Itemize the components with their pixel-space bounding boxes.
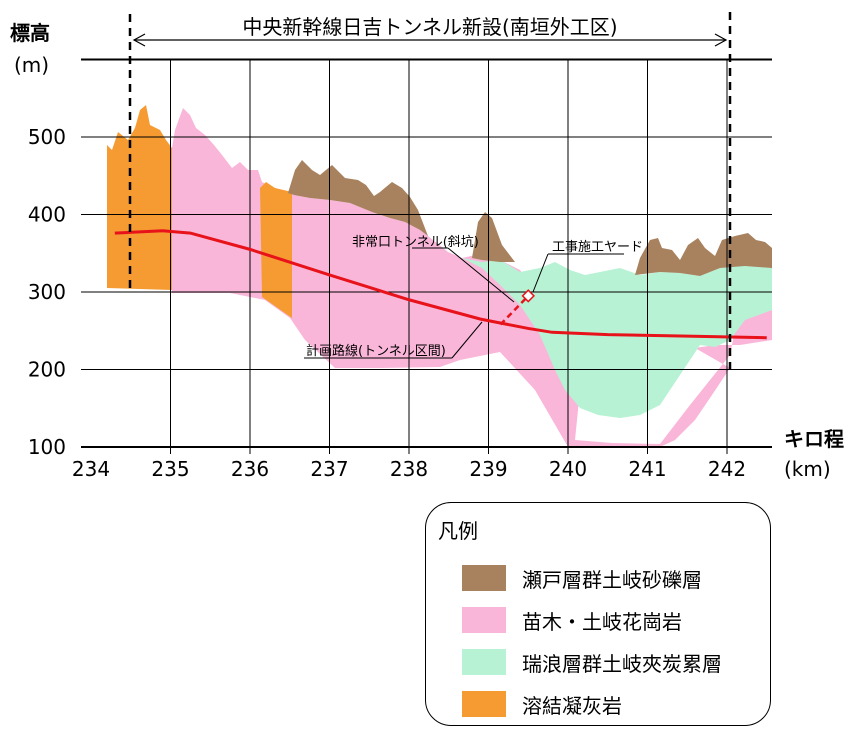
- construction-yard-marker: [521, 289, 535, 303]
- y-axis-unit: (m): [14, 53, 49, 77]
- x-tick-label: 237: [310, 457, 348, 481]
- legend-title: 凡例: [438, 519, 478, 543]
- y-tick-label: 100: [28, 435, 66, 459]
- y-tick-labels: 100 200 300 400 500: [28, 125, 66, 459]
- x-tick-label: 241: [628, 457, 666, 481]
- welded-tuff-block-east: [260, 182, 292, 318]
- route-layer: [114, 229, 767, 340]
- x-axis-label: キロ程: [784, 427, 844, 451]
- legend-swatch: [462, 691, 506, 717]
- y-axis-label: 標高: [10, 21, 50, 45]
- x-tick-label: 242: [708, 457, 746, 481]
- legend-item-welded-tuff: 溶結凝灰岩: [462, 689, 622, 719]
- x-tick-label: 236: [231, 457, 269, 481]
- legend-label: 瑞浪層群土岐夾炭累層: [522, 651, 722, 676]
- seto-gravel-west: [288, 160, 428, 236]
- x-tick-label: 240: [549, 457, 587, 481]
- x-tick-label: 234: [72, 457, 110, 481]
- planned-route-line: [114, 229, 767, 340]
- inclined-shaft-callout: 非常口トンネル(斜坑): [352, 235, 515, 303]
- legend-label: 瀬戸層群土岐砂礫層: [522, 567, 702, 592]
- plot-grid: [81, 58, 772, 454]
- seto-gravel-center: [472, 212, 515, 262]
- construction-yard-label: 工事施工ヤード: [552, 240, 643, 255]
- section-span-arrow: [132, 33, 728, 47]
- welded-tuff-block-west: [107, 105, 172, 290]
- legend-item-mizunami: 瑞浪層群土岐夾炭累層: [462, 647, 722, 677]
- planned-route-callout: 計画路線(トンネル区間): [304, 321, 483, 359]
- inclined-shaft-line: [499, 295, 530, 326]
- legend-item-seto-gravel: 瀬戸層群土岐砂礫層: [462, 563, 702, 593]
- construction-yard-callout: 工事施工ヤード: [532, 240, 643, 293]
- x-tick-label: 239: [469, 457, 507, 481]
- x-axis-unit: (km): [784, 457, 831, 481]
- geology-layers: [107, 105, 772, 447]
- y-tick-label: 200: [28, 358, 66, 382]
- x-tick-labels: 234 235 236 237 238 239 240 241 242: [72, 457, 746, 481]
- planned-route-label: 計画路線(トンネル区間): [306, 343, 446, 359]
- inclined-shaft-label: 非常口トンネル(斜坑): [352, 235, 479, 250]
- legend-label: 溶結凝灰岩: [522, 693, 622, 718]
- y-tick-label: 500: [28, 125, 66, 149]
- x-tick-label: 238: [390, 457, 428, 481]
- diagram-title: 中央新幹線日吉トンネル新設(南垣外工区): [242, 15, 617, 39]
- y-tick-label: 400: [28, 203, 66, 227]
- legend-label: 苗木・土岐花崗岩: [522, 609, 682, 634]
- legend-item-granite: 苗木・土岐花崗岩: [462, 605, 682, 635]
- mizunami-coal-layer: [462, 258, 772, 418]
- legend: 凡例 瀬戸層群土岐砂礫層 苗木・土岐花崗岩 瑞浪層群土岐夾炭累層 溶結凝灰岩: [425, 502, 771, 726]
- legend-swatch: [462, 649, 506, 675]
- y-tick-label: 300: [28, 280, 66, 304]
- granite-layer: [172, 108, 772, 447]
- x-tick-label: 235: [151, 457, 189, 481]
- legend-swatch: [462, 607, 506, 633]
- legend-swatch: [462, 565, 506, 591]
- seto-gravel-east: [635, 233, 772, 276]
